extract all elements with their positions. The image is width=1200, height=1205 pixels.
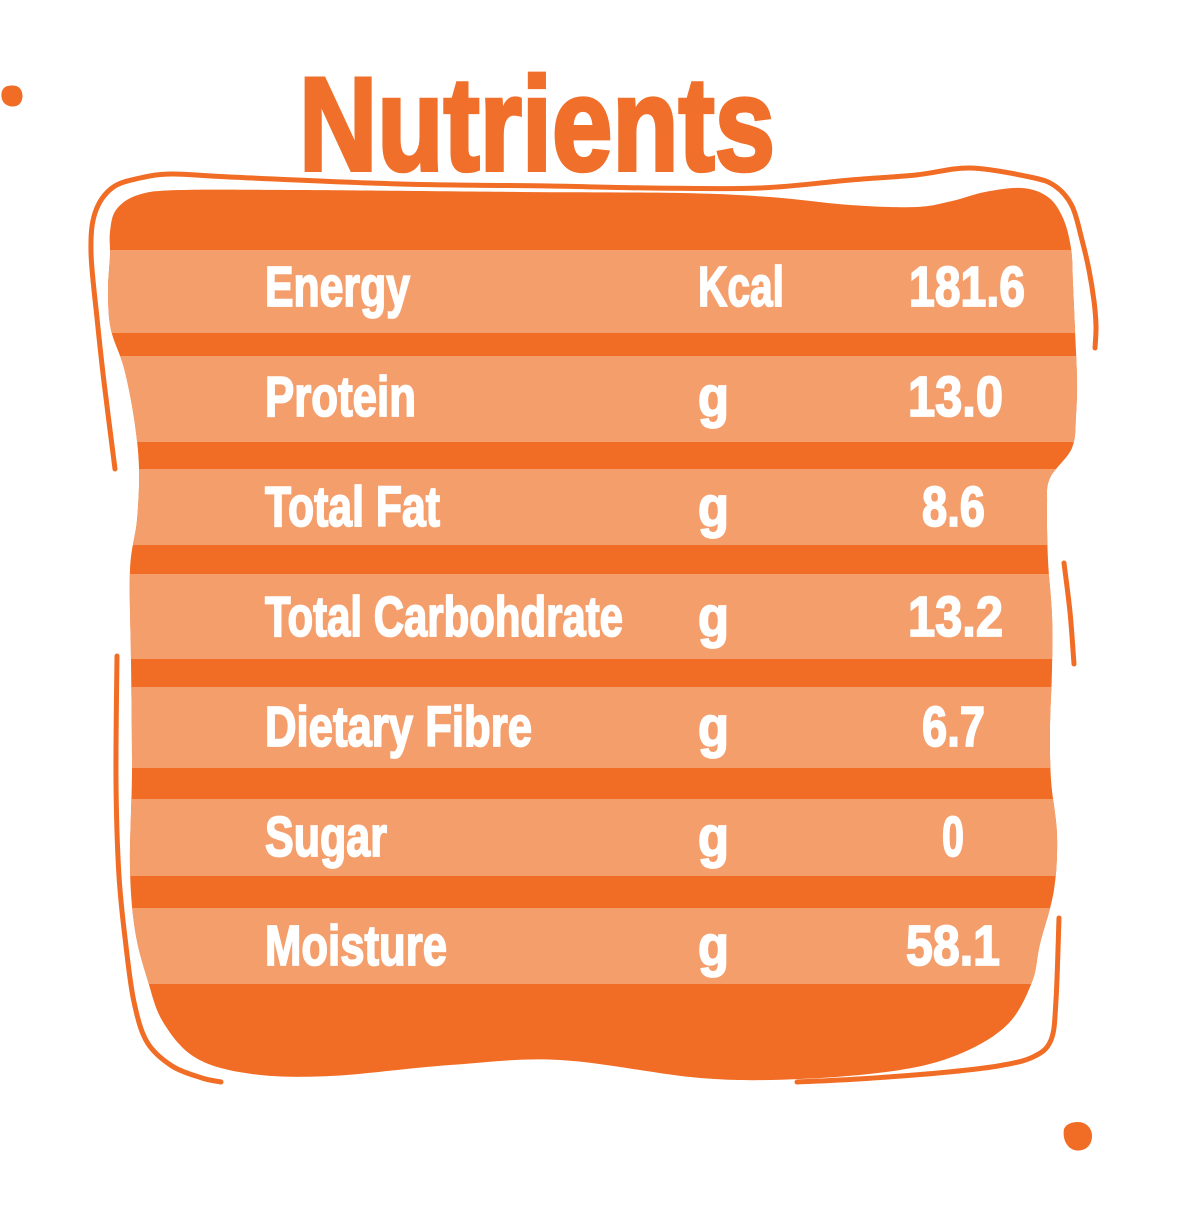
svg-text:13.0: 13.0 [908, 365, 1003, 429]
svg-text:58.1: 58.1 [906, 914, 1000, 978]
svg-text:g: g [698, 365, 729, 429]
svg-text:Nutrients: Nutrients [299, 51, 775, 199]
svg-text:6.7: 6.7 [922, 695, 985, 759]
svg-text:13.2: 13.2 [908, 585, 1003, 649]
svg-text:Kcal: Kcal [698, 255, 784, 319]
svg-text:g: g [698, 914, 729, 978]
svg-text:Total Carbohdrate: Total Carbohdrate [265, 585, 623, 649]
svg-text:g: g [698, 475, 729, 539]
svg-text:g: g [698, 695, 729, 759]
svg-text:Sugar: Sugar [265, 805, 387, 869]
svg-text:g: g [698, 805, 729, 869]
svg-text:0: 0 [942, 805, 964, 869]
svg-text:g: g [698, 585, 729, 649]
svg-text:181.6: 181.6 [909, 255, 1025, 319]
svg-text:Energy: Energy [265, 255, 410, 319]
svg-text:Protein: Protein [265, 365, 416, 429]
svg-text:Dietary Fibre: Dietary Fibre [265, 695, 532, 759]
svg-text:Total Fat: Total Fat [265, 475, 440, 539]
svg-text:8.6: 8.6 [922, 475, 985, 539]
svg-text:Moisture: Moisture [265, 914, 447, 978]
